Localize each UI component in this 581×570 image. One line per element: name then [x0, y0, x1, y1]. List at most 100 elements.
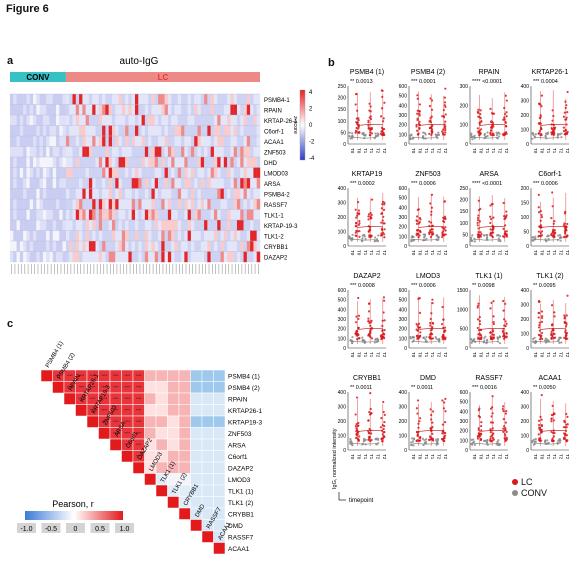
- heatmap-cell: [102, 241, 106, 252]
- heatmap-cell: [128, 178, 132, 189]
- dotplot-point: [544, 132, 548, 135]
- dotplot-point: [483, 132, 487, 135]
- dotplot-point: [367, 334, 370, 337]
- dotplot-point: [411, 440, 415, 443]
- dotplot-point: [478, 123, 481, 126]
- heatmap-cell: [220, 157, 225, 168]
- dotplot-xtick: T0: [472, 250, 477, 256]
- dotplot-point: [492, 336, 496, 339]
- heatmap-cell: [187, 136, 192, 147]
- dotplot-point: [382, 215, 385, 218]
- heatmap-cell: [184, 94, 188, 105]
- dotplot-point: [540, 230, 544, 233]
- heatmap-cell: [42, 167, 47, 179]
- dotplot-point: [470, 341, 473, 344]
- dotplot-point: [431, 302, 434, 305]
- row-label: PSMB4-1: [264, 98, 290, 104]
- dotplot-point: [480, 429, 483, 432]
- heatmap-cell: [158, 199, 162, 210]
- correlation-cell: [155, 438, 168, 451]
- heatmap-cell: [36, 115, 40, 126]
- heatmap-cell: [171, 241, 175, 252]
- heatmap-cell: [46, 94, 50, 105]
- dotplot-point: [489, 133, 492, 136]
- colorbar-tick: -2: [309, 140, 315, 146]
- dotplot-point: [505, 115, 508, 118]
- heatmap-cell: [220, 199, 225, 210]
- dotplot-point: [357, 326, 360, 329]
- pearson-tick: 0: [74, 526, 78, 533]
- heatmap-cell: [88, 104, 93, 116]
- heatmap-cell: [16, 241, 21, 252]
- correlation-cell: [167, 381, 180, 394]
- heatmap-cell: [10, 209, 14, 221]
- heatmap-cell: [59, 94, 63, 105]
- heatmap-cell: [213, 199, 218, 210]
- dotplot-point: [538, 132, 541, 135]
- heatmap-cell: [108, 251, 113, 263]
- dotplot-point: [417, 222, 421, 225]
- heatmap-cell: [240, 115, 244, 126]
- dotplot-point: [566, 337, 569, 340]
- dotplot-lc-trend: [479, 327, 505, 330]
- legend-lc-label: LC: [521, 477, 533, 487]
- heatmap-cell: [72, 220, 76, 231]
- row-label: DAZAP2: [264, 255, 288, 261]
- heatmap-cell: [65, 220, 70, 231]
- heatmap-cell: [29, 136, 34, 147]
- heatmap-cell: [19, 136, 24, 147]
- heatmap-cell: [62, 94, 67, 105]
- dotplot-point: [504, 112, 507, 116]
- heatmap-cell: [69, 104, 73, 116]
- heatmap-cell: [230, 209, 234, 221]
- dotplot-point: [411, 234, 414, 238]
- correlation-row-label: RPAIN: [228, 397, 248, 404]
- heatmap-cell: [158, 188, 162, 200]
- heatmap-cell: [164, 136, 169, 147]
- dotplot-point: [423, 236, 426, 239]
- dotplot-point: [505, 125, 508, 128]
- dotplot-point: [550, 417, 553, 421]
- heatmap-cell: [128, 199, 132, 210]
- heatmap-cell: [181, 115, 185, 126]
- heatmap-cell: [72, 199, 76, 210]
- dotplot-point: [551, 191, 554, 194]
- heatmap-cell: [79, 157, 83, 168]
- heatmap-cell: [223, 146, 228, 158]
- heatmap-cell: [108, 178, 113, 189]
- heatmap-cell: [174, 199, 178, 210]
- dotplot-point: [538, 338, 542, 341]
- dotplot-point: [564, 100, 567, 103]
- heatmap-cell: [105, 125, 109, 137]
- heatmap-cell: [95, 230, 100, 242]
- heatmap-cell: [187, 115, 192, 126]
- heatmap-cell: [233, 115, 238, 126]
- heatmap-cell: [220, 125, 225, 137]
- dotplot-point: [502, 405, 505, 408]
- dotplot-point: [472, 438, 475, 441]
- correlation-cell: [213, 461, 226, 474]
- dotplot-point: [477, 302, 480, 305]
- dotplot-point: [354, 413, 357, 416]
- heatmap-cell: [92, 188, 96, 200]
- dotplot-point: [489, 131, 492, 135]
- heatmap-cell: [33, 188, 37, 200]
- dotplot-xtick: T2: [443, 454, 448, 460]
- heatmap-cell: [181, 146, 185, 158]
- heatmap-cell: [105, 241, 109, 252]
- heatmap-cell: [220, 94, 225, 105]
- dotplot-point: [383, 430, 386, 434]
- heatmap-cell: [13, 146, 17, 158]
- heatmap-cell: [26, 209, 30, 221]
- dotplot-point: [502, 418, 505, 421]
- heatmap-cell: [69, 251, 73, 263]
- heatmap-cell: [82, 251, 86, 263]
- heatmap-cell: [141, 199, 146, 210]
- heatmap-cell: [42, 220, 47, 231]
- correlation-star: ****: [125, 374, 131, 378]
- dotplot-point: [562, 224, 565, 227]
- heatmap-cell: [194, 94, 198, 105]
- heatmap-cell: [253, 188, 257, 200]
- heatmap-cell: [213, 157, 218, 168]
- dotplot-ytick: 400: [399, 307, 408, 313]
